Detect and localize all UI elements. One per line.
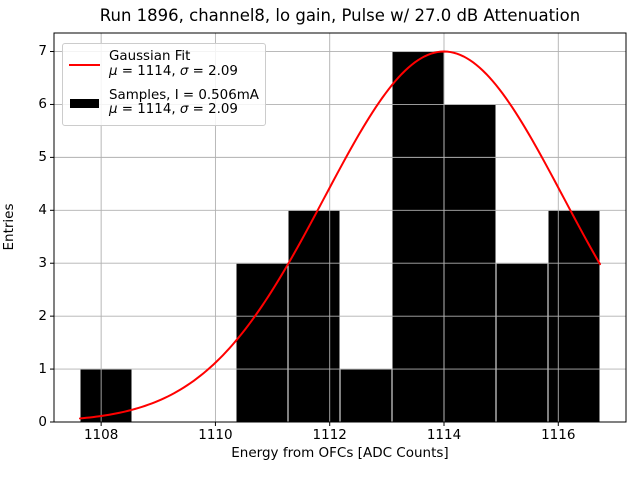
gaussian-fit-curve (79, 50, 601, 420)
histogram-bar (235, 262, 289, 423)
legend-gaussian-fit-params: μ = 1114, σ = 2.09 (109, 63, 238, 79)
y-tick-label: 4 (38, 201, 47, 218)
y-tick-label: 5 (38, 148, 47, 165)
legend-samples-params: μ = 1114, σ = 2.09 (109, 102, 238, 118)
y-tick-label: 6 (38, 95, 47, 112)
gaussian-fit-line-swatch (69, 63, 100, 66)
x-axis-label: Energy from OFCs [ADC Counts] (231, 445, 449, 461)
chart-title: Run 1896, channel8, lo gain, Pulse w/ 27… (99, 6, 581, 25)
y-tick-label: 2 (38, 307, 47, 324)
histogram-bar (495, 262, 549, 423)
legend-entry-gaussian-fit: Gaussian Fit μ = 1114, σ = 2.09 (69, 49, 257, 80)
legend-entry-samples: Samples, I = 0.506mA μ = 1114, σ = 2.09 (69, 87, 259, 119)
legend-gaussian-fit-label: Gaussian Fit (109, 49, 191, 64)
x-tick-label: 1110 (198, 427, 233, 443)
x-tick-label: 1112 (312, 427, 347, 443)
histogram-bar (339, 368, 393, 423)
x-tick-label: 1108 (83, 427, 119, 443)
x-tick-label: 1116 (541, 427, 576, 443)
y-axis-label: Entries (1, 203, 17, 251)
samples-rect-swatch (69, 98, 100, 108)
x-tick-label: 1114 (426, 427, 462, 443)
histogram-bar (79, 368, 133, 423)
legend: Gaussian Fit μ = 1114, σ = 2.09 Samples,… (62, 43, 266, 127)
y-tick-label: 1 (38, 360, 47, 377)
y-tick-label: 7 (38, 43, 47, 60)
y-tick-label: 3 (38, 254, 47, 271)
y-tick-label: 0 (38, 413, 47, 430)
legend-samples-label: Samples, I = 0.506mA (109, 87, 259, 103)
histogram-bar (391, 51, 445, 423)
plot-border (53, 32, 627, 423)
